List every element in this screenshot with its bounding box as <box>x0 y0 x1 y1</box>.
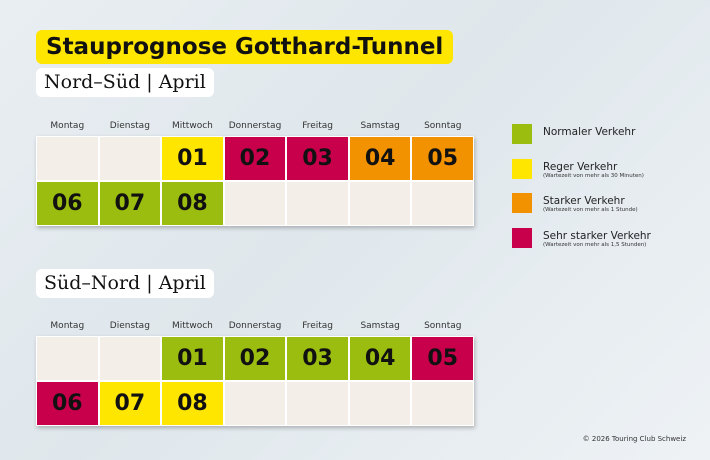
weekday-label: Donnerstag <box>228 321 282 331</box>
legend-note: (Wartezeit von mehr als 30 Minuten) <box>543 172 644 179</box>
day-cell: 06 <box>37 182 98 225</box>
empty-cell <box>412 182 473 225</box>
empty-cell <box>412 382 473 425</box>
legend-swatch <box>512 227 532 248</box>
day-cell: 01 <box>162 337 223 380</box>
day-cell: 06 <box>37 382 98 425</box>
weekday-label: Freitag <box>302 321 334 331</box>
weekday-label: Montag <box>50 321 85 331</box>
day-cell: 07 <box>99 382 161 425</box>
legend-item: Sehr starker Verkehr (Wartezeit von mehr … <box>512 227 651 263</box>
day-cell: 03 <box>287 137 348 180</box>
empty-cell <box>224 182 286 225</box>
day-cell: 01 <box>162 137 223 180</box>
weekday-label: Sonntag <box>424 121 462 131</box>
day-cell: 03 <box>287 337 348 380</box>
day-cell: 02 <box>224 137 286 180</box>
empty-cell <box>99 137 161 180</box>
legend-item: Starker Verkehr (Wartezeit von mehr als 1… <box>512 193 651 228</box>
weekday-label: Dienstag <box>109 321 150 331</box>
weekday-label: Mittwoch <box>172 321 213 331</box>
copyright: © 2026 Touring Club Schweiz <box>582 435 686 443</box>
empty-cell <box>287 182 348 225</box>
day-cell: 05 <box>412 337 473 380</box>
subtitle-nord-sued: Nord–Süd | April <box>36 68 214 97</box>
day-cell: 07 <box>99 182 161 225</box>
weekday-label: Mittwoch <box>172 121 213 131</box>
weekday-label: Freitag <box>302 121 334 131</box>
weekday-header: Montag Dienstag Mittwoch Donnerstag Freitag S… <box>36 121 474 131</box>
day-cell: 04 <box>349 137 411 180</box>
day-cell: 08 <box>162 382 223 425</box>
legend-item: Reger Verkehr (Wartezeit von mehr als 30 … <box>512 158 651 194</box>
legend-swatch <box>512 124 532 144</box>
day-cell: 05 <box>412 137 473 180</box>
legend-swatch <box>512 158 532 179</box>
empty-cell <box>287 382 348 425</box>
weekday-label: Samstag <box>360 121 400 131</box>
empty-cell <box>224 382 286 425</box>
weekday-label: Samstag <box>360 321 400 331</box>
subtitle-sued-nord: Süd–Nord | April <box>36 269 214 298</box>
legend-swatch <box>512 193 532 213</box>
calendar-sued-nord: 01 02 03 04 05 06 07 08 <box>36 336 474 426</box>
legend-label: Sehr starker Verkehr <box>543 229 651 242</box>
weekday-label: Donnerstag <box>228 121 282 131</box>
legend-label: Normaler Verkehr <box>543 126 636 138</box>
legend-label: Starker Verkehr <box>543 195 625 207</box>
legend-item: Normaler Verkehr <box>512 124 651 159</box>
day-cell: 08 <box>162 182 223 225</box>
empty-cell <box>349 182 411 225</box>
weekday-header: Montag Dienstag Mittwoch Donnerstag Freitag S… <box>36 321 474 331</box>
weekday-label: Dienstag <box>109 121 150 131</box>
calendar-nord-sued: 01 02 03 04 05 06 07 08 <box>36 136 474 226</box>
weekday-label: Sonntag <box>424 321 462 331</box>
legend-note: (Wartezeit von mehr als 1,5 Stunden) <box>543 241 647 248</box>
empty-cell <box>37 337 98 380</box>
empty-cell <box>99 337 161 380</box>
legend: Normaler Verkehr Reger Verkehr (Wartezeit … <box>512 124 651 262</box>
empty-cell <box>37 137 98 180</box>
legend-note: (Wartezeit von mehr als 1 Stunde) <box>543 207 638 213</box>
legend-label: Reger Verkehr <box>543 160 618 173</box>
day-cell: 04 <box>349 337 411 380</box>
empty-cell <box>349 382 411 425</box>
day-cell: 02 <box>224 337 286 380</box>
page-title: Stauprognose Gotthard-Tunnel <box>36 30 454 64</box>
weekday-label: Montag <box>50 121 85 131</box>
